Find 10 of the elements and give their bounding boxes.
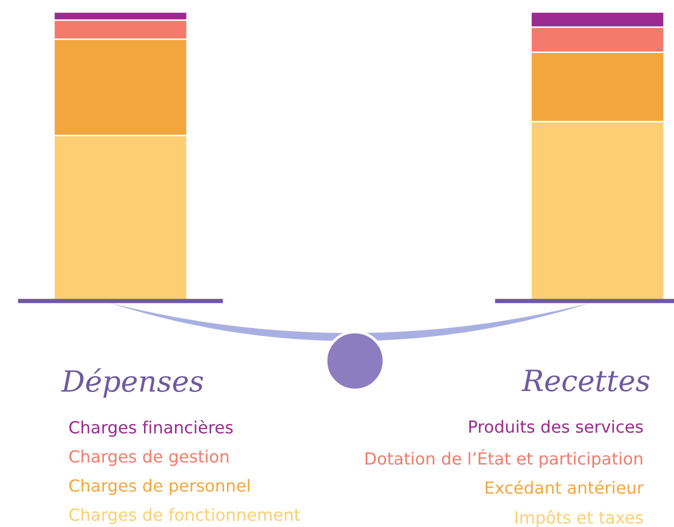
text: Excédant antérieur (486, 480, 644, 494)
text: Charges de gestion (69, 450, 228, 466)
text: Charges financières (69, 420, 233, 437)
text: Charges de personnel (69, 478, 250, 496)
text: Impôts et taxes (516, 510, 643, 527)
text: Dotation de l’État et participation (366, 449, 642, 468)
text: Produits des services (469, 420, 643, 433)
text: Charges de fonctionnement (69, 508, 300, 524)
text: Dépenses (61, 368, 204, 398)
text: Recettes (522, 370, 650, 392)
